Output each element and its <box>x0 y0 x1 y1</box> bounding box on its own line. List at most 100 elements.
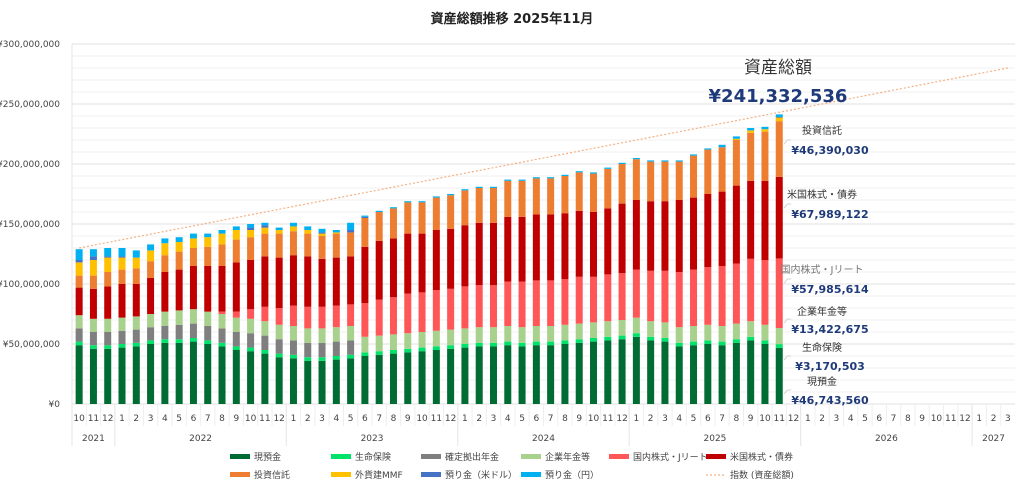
legend-label: 生命保険 <box>355 451 391 463</box>
bar-segment <box>775 328 783 345</box>
bars <box>75 114 783 404</box>
bar-segment <box>375 212 383 241</box>
bar-segment <box>304 256 312 307</box>
bar-segment <box>418 292 426 332</box>
x-tick-month: 9 <box>405 414 411 424</box>
bar-segment <box>161 326 169 340</box>
bar-stack <box>332 230 340 404</box>
bar-segment <box>461 225 469 287</box>
bar-segment <box>204 237 212 247</box>
x-tick-month: 3 <box>834 414 840 424</box>
bar-segment <box>489 327 497 343</box>
bar-segment <box>247 351 255 404</box>
x-tick-month: 6 <box>705 414 711 424</box>
x-tick-month: 1 <box>805 414 811 424</box>
bar-segment <box>318 233 326 236</box>
legend-swatch <box>230 454 250 459</box>
bar-segment <box>147 327 155 341</box>
bar-segment <box>289 358 297 404</box>
bar-segment <box>147 340 155 344</box>
bar-segment <box>361 216 369 218</box>
bar-segment <box>318 236 326 259</box>
bar-segment <box>747 340 755 404</box>
bar-stack <box>375 210 383 404</box>
bar-segment <box>590 338 598 342</box>
bar-segment <box>532 177 540 179</box>
bar-segment <box>75 275 83 288</box>
x-tick-year: 2023 <box>361 434 384 444</box>
bar-segment <box>347 232 355 257</box>
bar-segment <box>204 344 212 404</box>
bar-segment <box>375 354 383 404</box>
total-value: ¥241,332,536 <box>709 86 848 107</box>
legend-item: 企業年金等 <box>521 451 590 463</box>
bar-stack <box>161 238 169 404</box>
x-tick-month: 10 <box>416 414 428 424</box>
bar-stack <box>761 126 769 404</box>
bar-segment <box>447 348 455 404</box>
bar-segment <box>218 311 226 314</box>
bar-segment <box>647 270 655 322</box>
bar-stack <box>75 249 83 404</box>
bar-segment <box>732 136 740 139</box>
y-tick-label: ¥0 <box>49 400 61 410</box>
bar-segment <box>189 238 197 248</box>
bar-segment <box>718 144 726 148</box>
bar-stack <box>147 244 155 404</box>
legend-item: 預り金（米ドル） <box>421 469 517 481</box>
bar-segment <box>247 224 255 228</box>
bar-segment <box>418 347 426 352</box>
bar-segment <box>504 341 512 346</box>
bar-segment <box>261 256 269 307</box>
bar-segment <box>118 344 126 348</box>
x-tick-month: 10 <box>931 414 943 424</box>
bar-segment <box>704 344 712 404</box>
bar-segment <box>604 321 612 337</box>
bar-segment <box>232 350 240 404</box>
bar-segment <box>675 327 683 343</box>
bar-segment <box>561 344 569 404</box>
bar-segment <box>161 238 169 244</box>
bar-segment <box>475 188 483 223</box>
bar-segment <box>147 344 155 404</box>
bar-stack <box>247 224 255 404</box>
bar-stack <box>775 114 783 404</box>
bar-segment <box>104 257 112 272</box>
annotation-value: ¥67,989,122 <box>791 208 868 221</box>
legend-item: 指数 (資産総額) <box>706 469 794 481</box>
bar-segment <box>161 342 169 404</box>
x-tick-month: 10 <box>759 414 771 424</box>
bar-segment <box>232 262 240 312</box>
bar-segment <box>332 232 340 234</box>
bar-segment <box>418 233 426 293</box>
bar-segment <box>690 155 698 198</box>
bar-segment <box>461 344 469 348</box>
bar-stack <box>461 189 469 404</box>
bar-segment <box>318 342 326 358</box>
bar-segment <box>261 233 269 257</box>
bar-segment <box>504 180 512 217</box>
bar-segment <box>247 318 255 334</box>
x-tick-month: 1 <box>291 414 297 424</box>
bar-segment <box>661 338 669 342</box>
bar-stack <box>261 222 269 404</box>
bar-segment <box>318 357 326 361</box>
bar-segment <box>547 326 555 342</box>
legend-label: 国内株式・Jリート <box>633 451 708 463</box>
bar-stack <box>618 162 626 404</box>
x-tick-month: 6 <box>191 414 197 424</box>
bar-segment <box>604 167 612 169</box>
bar-segment <box>604 274 612 322</box>
bar-segment <box>275 353 283 358</box>
bar-segment <box>447 329 455 346</box>
bar-segment <box>161 243 169 256</box>
annotation-value: ¥46,390,030 <box>791 144 869 157</box>
bar-segment <box>189 309 197 324</box>
bar-segment <box>447 228 455 289</box>
bar-segment <box>475 327 483 343</box>
bar-segment <box>389 208 397 239</box>
bar-segment <box>304 328 312 343</box>
bar-segment <box>547 341 555 346</box>
bar-segment <box>389 350 397 354</box>
bar-segment <box>504 216 512 282</box>
